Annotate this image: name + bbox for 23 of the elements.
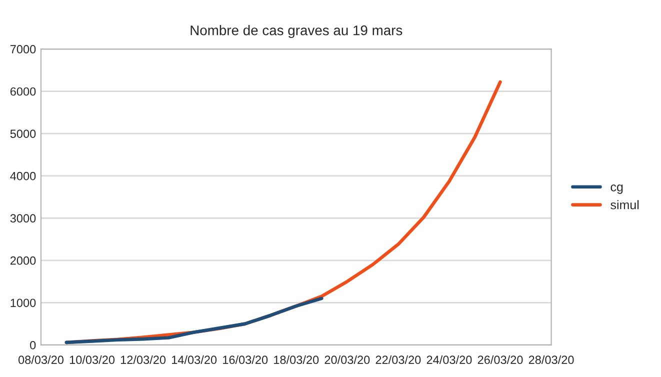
- y-tick-label: 5000: [10, 130, 36, 138]
- x-tick-label: 18/03/20: [274, 355, 319, 364]
- y-tick-label: 2000: [10, 256, 36, 265]
- x-tick-label: 16/03/20: [223, 355, 268, 364]
- chart-title: Nombre de cas graves au 19 mars: [190, 25, 402, 38]
- x-tick-label: 22/03/20: [376, 355, 421, 364]
- y-tick-label: 0: [30, 340, 36, 350]
- y-tick-label: 7000: [10, 45, 36, 54]
- x-tick-label: 10/03/20: [70, 355, 115, 364]
- line-series: [64, 296, 324, 344]
- y-tick-label: 3000: [10, 214, 36, 223]
- x-tick-label: 20/03/20: [324, 355, 370, 364]
- legend-label: simul: [610, 200, 639, 210]
- legend-label: cg: [610, 184, 623, 194]
- x-tick-label: 26/03/20: [478, 355, 523, 364]
- x-tick-label: 12/03/20: [120, 355, 166, 364]
- x-tick-label: 14/03/20: [172, 355, 217, 364]
- y-tick-label: 6000: [10, 87, 36, 96]
- x-tick-label: 28/03/20: [528, 355, 574, 364]
- y-tick-label: 1000: [10, 298, 36, 308]
- x-tick-label: 24/03/20: [426, 355, 472, 364]
- y-tick-label: 4000: [10, 172, 36, 180]
- x-tick-label: 08/03/20: [18, 355, 64, 364]
